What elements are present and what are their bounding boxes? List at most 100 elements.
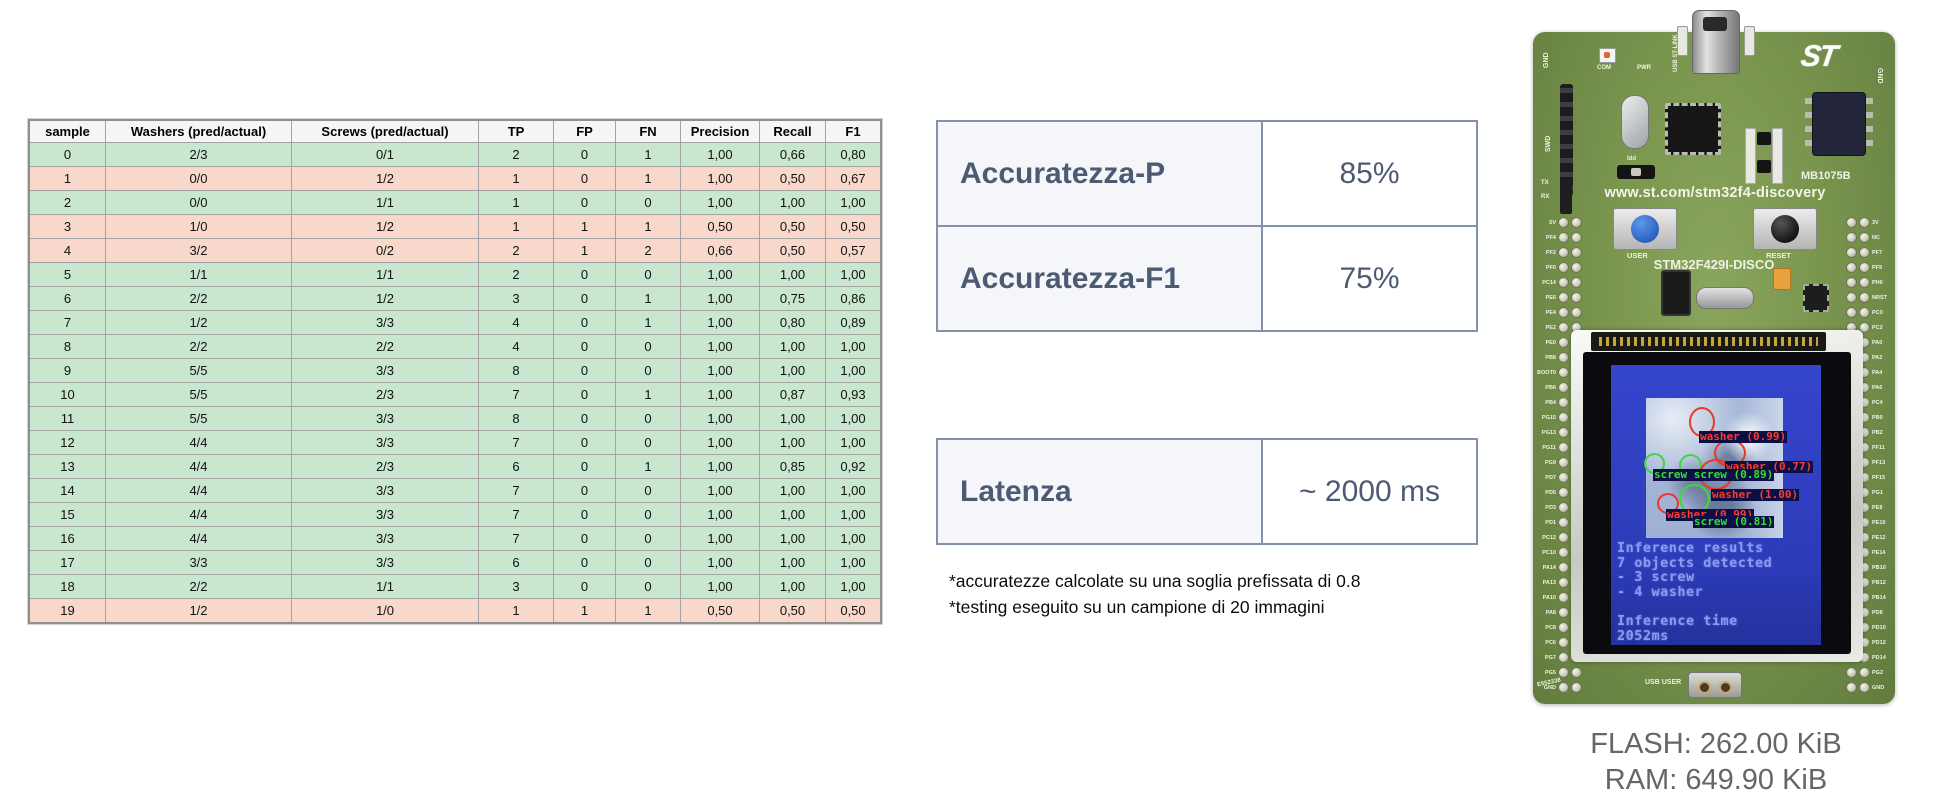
pin-label: PF9: [1872, 264, 1883, 271]
table-cell: 9: [28, 358, 106, 383]
pin-row: PH0: [1846, 275, 1892, 290]
pin-row: PF0: [1536, 260, 1582, 275]
table-row: 0 2/3 0/1 2 0 1 1,00 0,66 0,80: [28, 142, 882, 167]
table-row: 9 5/5 3/3 8 0 0 1,00 1,00 1,00: [28, 358, 882, 383]
table-cell: 1,00: [825, 574, 882, 599]
stm32f429-discovery-board-photo: USB ST-LINK GND GND COM PWR ST SWD TX RX…: [1533, 10, 1895, 704]
table-cell: 6: [478, 454, 554, 479]
pin-label: PG13: [1541, 429, 1556, 436]
pin-hole: [1859, 217, 1870, 228]
table-cell: 5/5: [105, 382, 292, 407]
user-button-cap[interactable]: [1631, 215, 1659, 243]
board-ref-silkscreen: MB1075B: [1801, 170, 1851, 182]
pin-hole: [1558, 547, 1569, 558]
table-cell: 0: [553, 502, 616, 527]
latency-row: Latenza ~ 2000 ms: [938, 440, 1476, 543]
pin-hole: [1846, 262, 1857, 273]
pin-row: PC2: [1846, 320, 1892, 335]
table-cell: 4: [478, 310, 554, 335]
pin-label: 5V: [1549, 219, 1556, 226]
lcd-frame: washer (0.99) washer (0.77) screw screw …: [1583, 352, 1851, 654]
pin-row: PF2: [1536, 245, 1582, 260]
table-cell: 1/1: [105, 262, 292, 287]
tantalum-capacitor: [1773, 268, 1791, 290]
table-cell: 0: [615, 190, 681, 215]
table-cell: 0: [553, 262, 616, 287]
latency-value: ~ 2000 ms: [1299, 474, 1440, 508]
pin-hole: [1558, 232, 1569, 243]
table-cell: 4/4: [105, 478, 292, 503]
reset-button-cap[interactable]: [1771, 215, 1799, 243]
com-led: [1599, 48, 1616, 63]
table-cell: 3/3: [291, 526, 479, 551]
gnd-silkscreen-top-right: GND: [1876, 68, 1884, 84]
table-cell: 1,00: [759, 406, 826, 431]
table-cell: 1,00: [825, 358, 882, 383]
table-row: 7 1/2 3/3 4 0 1 1,00 0,80 0,89: [28, 310, 882, 335]
table-cell: 2/2: [105, 286, 292, 311]
pin-label: PG15: [1541, 414, 1556, 421]
pin-hole: [1558, 427, 1569, 438]
user-button[interactable]: [1613, 208, 1677, 250]
table-cell: 0,50: [680, 598, 760, 624]
pin-hole: [1558, 382, 1569, 393]
table-cell: 1: [478, 190, 554, 215]
pin-hole: [1558, 472, 1569, 483]
pin-label: PA4: [1872, 369, 1883, 376]
reset-button[interactable]: [1753, 208, 1817, 250]
pin-hole: [1558, 637, 1569, 648]
table-cell: 2: [478, 142, 554, 167]
table-cell: 1,00: [680, 166, 760, 191]
table-cell: 0,89: [825, 310, 882, 335]
table-cell: 10: [28, 382, 106, 407]
table-cell: 17: [28, 550, 106, 575]
table-cell: 0: [615, 334, 681, 359]
table-cell: 1/1: [291, 190, 479, 215]
table-row: 19 1/2 1/0 1 1 1 0,50 0,50 0,50: [28, 598, 882, 624]
lcd-text-line: 7 objects detected: [1617, 554, 1773, 571]
table-cell: 4/4: [105, 454, 292, 479]
pin-label: PB12: [1872, 579, 1886, 586]
table-cell: 1,00: [680, 574, 760, 599]
pin-row: 3V: [1846, 215, 1892, 230]
pin-label: PE10: [1872, 519, 1886, 526]
table-cell: 0,80: [759, 310, 826, 335]
pin-hole: [1558, 517, 1569, 528]
pin-label: PA2: [1872, 354, 1883, 361]
table-cell: 0,86: [825, 286, 882, 311]
table-cell: 0/1: [291, 142, 479, 167]
table-cell: 3/2: [105, 238, 292, 263]
pin-hole: [1846, 667, 1857, 678]
pin-hole: [1571, 667, 1582, 678]
component-u3: [1803, 284, 1829, 312]
table-cell: 1/2: [105, 310, 292, 335]
pin-row: PE6: [1536, 290, 1582, 305]
table-cell: 0,57: [825, 238, 882, 263]
pin-hole: [1859, 307, 1870, 318]
pin-label: PB14: [1872, 594, 1886, 601]
table-row: 15 4/4 3/3 7 0 0 1,00 1,00 1,00: [28, 502, 882, 527]
pin-hole: [1558, 412, 1569, 423]
pwr-led-label: PWR: [1637, 65, 1651, 71]
usb-stlink-silkscreen: USB ST-LINK: [1673, 34, 1679, 72]
pin-row: GND: [1536, 680, 1582, 695]
mini-usb-connector: [1692, 10, 1740, 74]
column-header: FN: [615, 119, 681, 143]
pin-hole: [1558, 532, 1569, 543]
gnd-silkscreen-top-left: GND: [1543, 52, 1550, 68]
table-row: 8 2/2 2/2 4 0 0 1,00 1,00 1,00: [28, 334, 882, 359]
pin-label: PA14: [1542, 564, 1556, 571]
pin-label: GND: [1872, 684, 1885, 691]
table-cell: 13: [28, 454, 106, 479]
pin-row: PG5: [1536, 665, 1582, 680]
pin-hole: [1859, 667, 1870, 678]
table-cell: 1,00: [825, 262, 882, 287]
table-cell: 14: [28, 478, 106, 503]
accuracy-f1-row: Accuratezza-F1 75%: [938, 225, 1476, 330]
tx-label: TX: [1541, 180, 1549, 186]
table-cell: 1: [553, 598, 616, 624]
table-cell: 3/3: [291, 358, 479, 383]
st-logo: ST: [1798, 40, 1838, 73]
table-cell: 1: [28, 166, 106, 191]
pin-hole: [1571, 307, 1582, 318]
